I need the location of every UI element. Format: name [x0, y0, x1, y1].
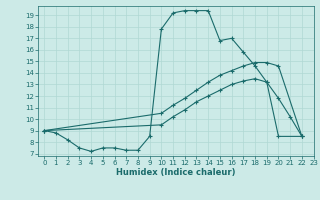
X-axis label: Humidex (Indice chaleur): Humidex (Indice chaleur) — [116, 168, 236, 177]
